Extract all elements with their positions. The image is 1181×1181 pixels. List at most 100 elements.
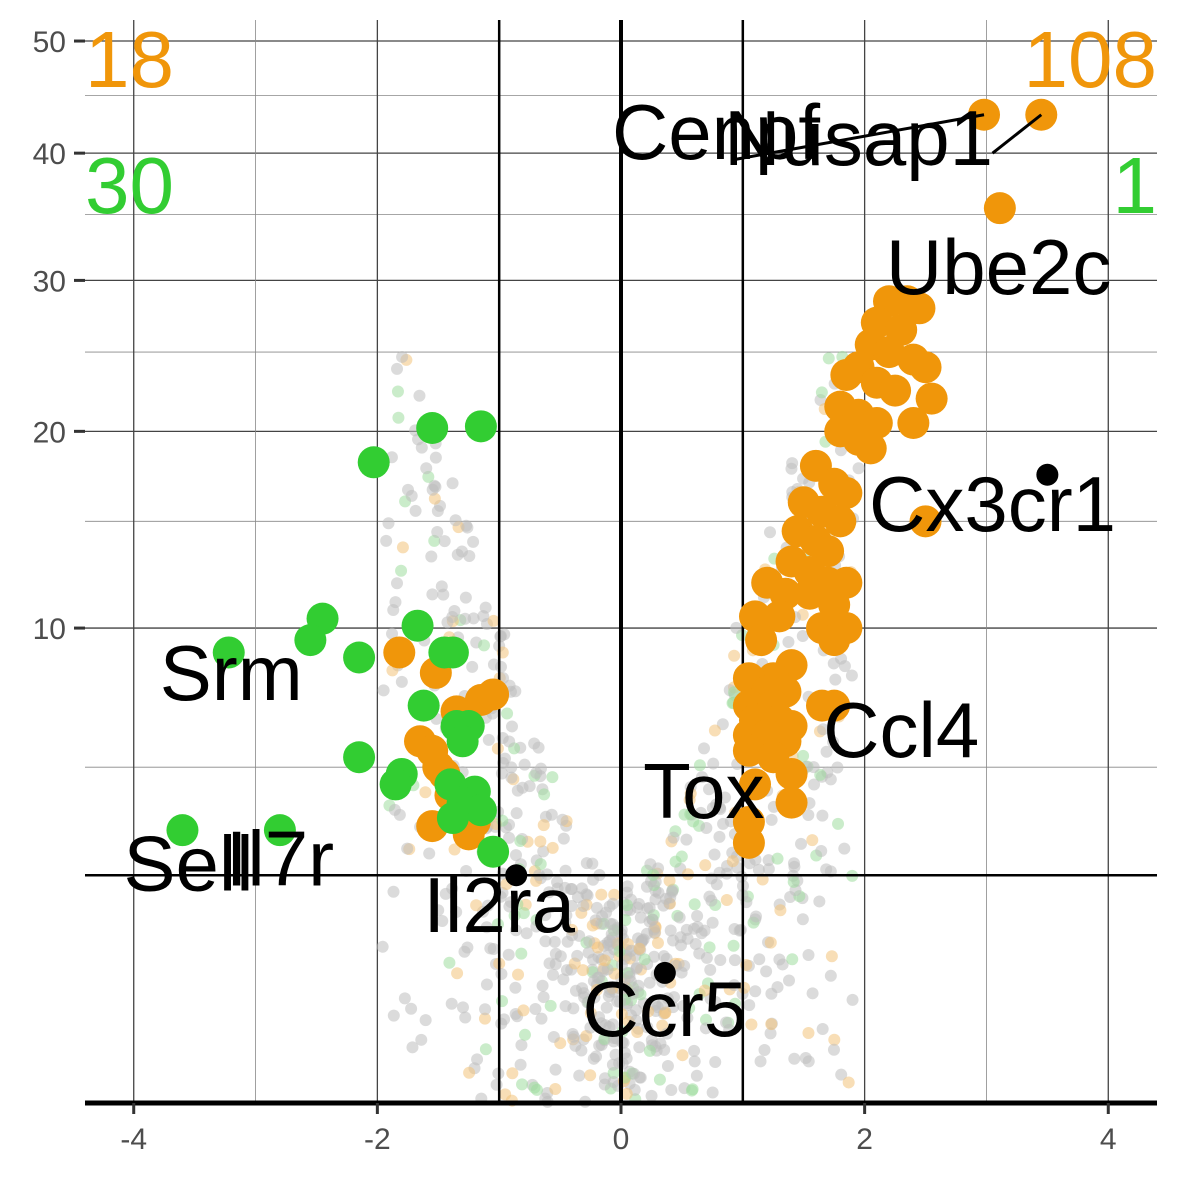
x-tick-label: -2: [364, 1123, 391, 1156]
background-point: [646, 913, 659, 926]
threshold-lines: [85, 20, 1157, 1106]
background-point: [413, 389, 426, 402]
label-connector: [736, 113, 985, 161]
up-point: [824, 505, 857, 538]
background-point: [382, 517, 395, 530]
background-point: [396, 350, 409, 363]
background-point: [391, 385, 404, 398]
background-point: [511, 898, 524, 911]
background-point: [704, 963, 717, 976]
background-point: [820, 745, 833, 758]
background-point: [764, 1027, 777, 1040]
down-point: [477, 835, 510, 868]
background-point: [842, 1076, 855, 1089]
background-point: [603, 985, 616, 998]
background-point: [620, 1087, 633, 1100]
background-point: [484, 942, 497, 955]
background-point: [589, 914, 602, 927]
gene-label-il2ra: Il2ra: [423, 861, 575, 949]
y-tick-label: 10: [33, 613, 66, 646]
background-point: [415, 1033, 428, 1046]
background-point: [505, 720, 518, 733]
background-point: [451, 967, 464, 980]
background-point: [753, 953, 766, 966]
background-point: [529, 1002, 542, 1015]
background-point: [698, 984, 711, 997]
background-point: [609, 1048, 622, 1061]
background-point: [653, 1073, 666, 1086]
background-point: [515, 1039, 528, 1052]
down-point: [357, 446, 390, 479]
background-point: [506, 1067, 519, 1080]
background-point: [788, 860, 801, 873]
background-point: [838, 842, 851, 855]
background-point: [423, 847, 436, 860]
background-point: [449, 514, 462, 527]
background-point: [846, 993, 859, 1006]
background-point: [743, 999, 756, 1012]
background-point: [699, 1022, 712, 1035]
background-point: [565, 899, 578, 912]
background-point: [591, 941, 604, 954]
background-point: [815, 386, 828, 399]
background-point: [520, 927, 533, 940]
background-point: [727, 939, 740, 952]
down-point: [401, 609, 434, 642]
background-point: [700, 822, 713, 835]
background-point: [539, 935, 552, 948]
background-point: [683, 793, 696, 806]
up-point: [763, 600, 796, 633]
background-point: [560, 964, 573, 977]
background-point: [691, 910, 704, 923]
background-point: [760, 965, 773, 978]
label-connector: [991, 113, 1043, 155]
background-point: [600, 1001, 613, 1014]
background-point: [816, 809, 829, 822]
background-point: [443, 956, 456, 969]
up-point: [983, 192, 1016, 225]
background-point: [641, 1021, 654, 1034]
background-point: [590, 901, 603, 914]
background-point: [582, 946, 595, 959]
background-point: [425, 550, 438, 563]
background-point: [708, 848, 721, 861]
down-point: [464, 794, 497, 827]
background-point: [459, 591, 472, 604]
background-point: [643, 901, 656, 914]
background-point: [402, 483, 415, 496]
background-point: [391, 577, 404, 590]
significant-points: [166, 98, 1059, 984]
background-point: [630, 962, 643, 975]
background-point: [566, 929, 579, 942]
up-point: [903, 292, 936, 325]
background-point: [667, 831, 680, 844]
background-point: [631, 901, 644, 914]
highlight-point: [505, 864, 528, 887]
background-point: [690, 1069, 703, 1082]
background-point: [578, 991, 591, 1004]
background-point: [787, 875, 800, 888]
background-point: [532, 741, 545, 754]
background-point: [607, 1035, 620, 1048]
background-point: [827, 657, 840, 670]
background-point: [834, 444, 847, 457]
count-up-right: 108: [1024, 15, 1157, 104]
background-point: [631, 1026, 644, 1039]
background-point: [584, 1069, 597, 1082]
up-point: [732, 826, 765, 859]
background-point: [728, 979, 741, 992]
background-point: [638, 953, 651, 966]
background-point: [762, 863, 775, 876]
background-point: [633, 1071, 646, 1084]
up-point: [745, 624, 778, 657]
background-point: [429, 451, 442, 464]
background-point: [673, 911, 686, 924]
background-point: [707, 757, 720, 770]
gene-label-cenpf: Cenpf: [612, 88, 820, 176]
label-connectors: [736, 113, 1043, 161]
background-point: [624, 975, 637, 988]
background-point: [478, 1012, 491, 1025]
background-point: [643, 976, 656, 989]
background-point: [681, 932, 694, 945]
